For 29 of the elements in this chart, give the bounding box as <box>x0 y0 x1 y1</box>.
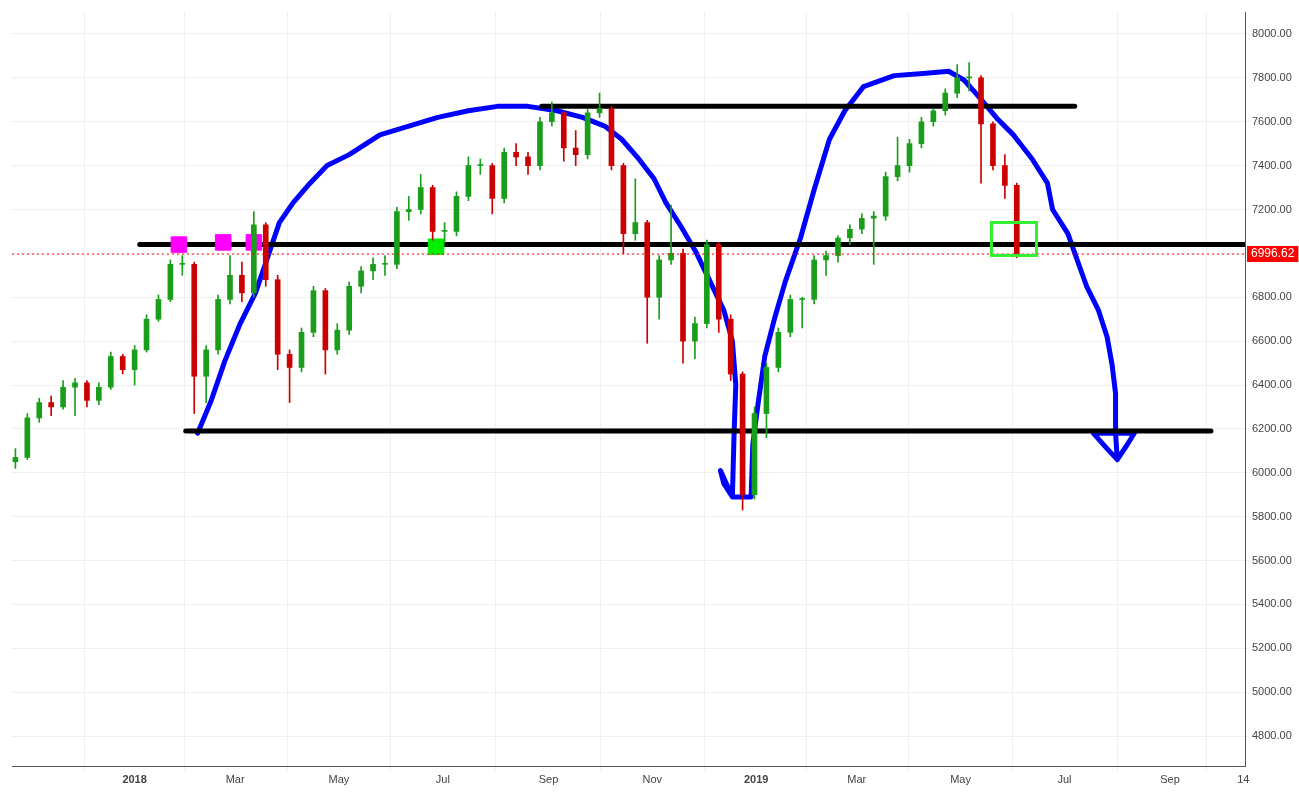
y-tick-label: 8000.00 <box>1252 26 1292 39</box>
y-tick-label: 5400.00 <box>1252 597 1292 610</box>
ref-line-label: 6996.62 <box>1251 246 1295 261</box>
x-tick-label: Nov <box>642 773 663 786</box>
x-tick-label: 14 <box>1237 773 1250 786</box>
x-tick-label: Mar <box>847 773 867 786</box>
x-tick-label: Sep <box>1160 773 1180 786</box>
x-tick-label: May <box>950 773 972 786</box>
y-tick-label: 7200.00 <box>1252 202 1292 215</box>
x-tick-label: Sep <box>538 773 559 786</box>
y-tick-label: 5800.00 <box>1252 509 1292 522</box>
y-tick-label: 5200.00 <box>1252 641 1292 654</box>
y-tick-label: 6800.00 <box>1252 290 1292 303</box>
x-tick-label: Jul <box>1057 773 1072 786</box>
x-tick-label: 2018 <box>122 773 147 786</box>
y-tick-label: 4800.00 <box>1252 729 1292 742</box>
y-tick-label: 6200.00 <box>1252 421 1292 434</box>
y-tick-label: 5600.00 <box>1252 553 1292 566</box>
x-tick-label: Jul <box>435 773 450 786</box>
y-tick-label: 6600.00 <box>1252 334 1292 347</box>
x-tick-label: Mar <box>225 773 245 786</box>
y-tick-label: 7600.00 <box>1252 114 1292 127</box>
y-tick-label: 6000.00 <box>1252 465 1292 478</box>
y-tick-label: 7800.00 <box>1252 70 1292 83</box>
x-tick-label: 2019 <box>743 773 769 786</box>
y-tick-label: 6400.00 <box>1252 378 1292 391</box>
x-tick-label: May <box>328 773 350 786</box>
y-tick-label: 5000.00 <box>1252 685 1292 698</box>
y-tick-label: 7400.00 <box>1252 158 1292 171</box>
